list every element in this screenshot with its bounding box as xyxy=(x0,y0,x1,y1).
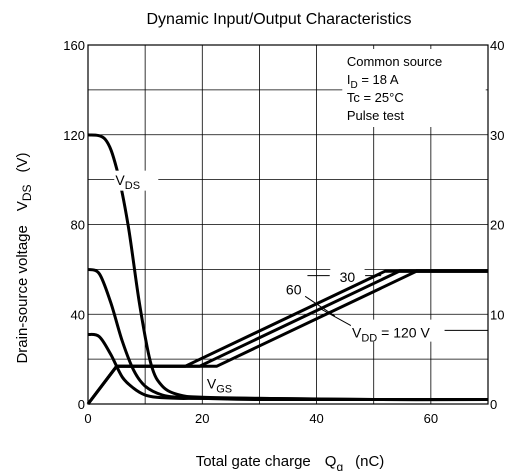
vdd-30-label: 30 xyxy=(340,269,356,285)
y-tick-label-left: 160 xyxy=(63,38,85,53)
y-tick-label-left: 0 xyxy=(78,397,85,412)
y-axis-title: Drain-source voltageVDS(V) xyxy=(14,152,34,363)
x-tick-label: 60 xyxy=(424,411,438,426)
x-tick-label: 0 xyxy=(84,411,91,426)
y-tick-label-left: 80 xyxy=(71,218,85,233)
curves xyxy=(86,133,489,405)
vdd-60-label: 60 xyxy=(286,282,302,298)
annotations: VDS VGS 30 60 VDD = 120 V xyxy=(114,170,488,396)
y-tick-label-left: 120 xyxy=(63,128,85,143)
condition-text: Tc = 25°C xyxy=(347,90,404,105)
vdd-120-label-bg xyxy=(350,319,444,342)
conditions-box-background xyxy=(342,49,486,127)
vdd-60-leader xyxy=(304,295,336,317)
y-tick-label-right: 10 xyxy=(490,307,504,322)
condition-text: ID = 18 A xyxy=(347,72,399,91)
vds-curve-label-bg xyxy=(114,170,159,191)
y-tick-label-left: 40 xyxy=(71,307,85,322)
y-tick-label-right: 0 xyxy=(490,397,497,412)
x-tick-label: 40 xyxy=(309,411,323,426)
conditions-box: Common source ID = 18 ATc = 25°C Pulse tes… xyxy=(347,54,442,123)
vdd-120-leader xyxy=(320,308,354,328)
vdd-30-label-bg xyxy=(330,260,365,280)
y-tick-label-right: 40 xyxy=(490,38,504,53)
y-axis-right: 0 10 20 30 40 xyxy=(490,38,504,412)
chart-title: Dynamic Input/Output Characteristics xyxy=(147,11,412,28)
y-axis-left: 0 40 80 120 160 xyxy=(63,38,85,412)
condition-text: Pulse test xyxy=(347,108,404,123)
y-tick-label-right: 30 xyxy=(490,128,504,143)
vgs-curve-label: VGS xyxy=(207,376,232,396)
x-tick-label: 20 xyxy=(195,411,209,426)
plot-frame xyxy=(87,44,489,405)
vdd-120-label: VDD = 120 V xyxy=(352,325,430,345)
vds-curve-label: VDS xyxy=(115,172,140,192)
condition-text: Common source xyxy=(347,54,442,69)
vds-curve-vdd-30 xyxy=(87,332,488,402)
y-tick-label-right: 20 xyxy=(490,218,504,233)
x-axis: 0 20 40 60 xyxy=(84,411,438,426)
vdd-60-label-bg xyxy=(280,272,308,292)
vgs-curve-vdd-120 xyxy=(86,269,488,405)
x-axis-title: Total gate charge Qg (nC) xyxy=(196,453,385,471)
